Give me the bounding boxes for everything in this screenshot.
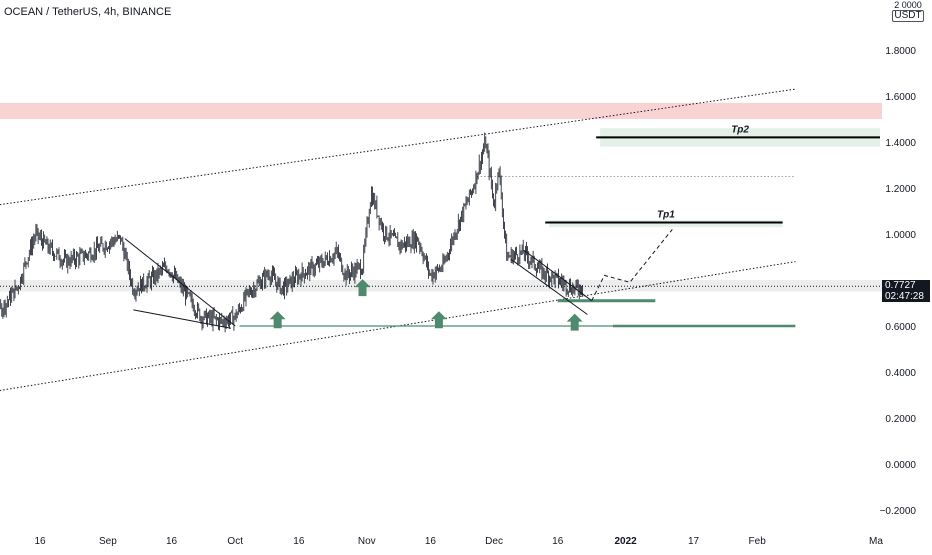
channel-lower-line[interactable] bbox=[0, 261, 796, 395]
y-tick-label: −0.2000 bbox=[880, 506, 917, 517]
x-tick-label: Dec bbox=[485, 536, 503, 547]
up-arrow-icon[interactable] bbox=[269, 311, 286, 329]
x-tick-label: 17 bbox=[688, 536, 700, 547]
current-price-band bbox=[0, 280, 882, 292]
y-tick-label: 1.6000 bbox=[885, 92, 916, 103]
wedge1-upper[interactable] bbox=[124, 238, 236, 327]
unit-label: USDT bbox=[892, 10, 924, 22]
wedge1-lower[interactable] bbox=[133, 309, 232, 329]
symbol-legend: OCEAN / TetherUS, 4h, BINANCE bbox=[4, 6, 172, 18]
x-tick-label: 2022 bbox=[614, 536, 637, 547]
y-tick-label: 1.4000 bbox=[885, 138, 916, 149]
x-tick-label: Sep bbox=[99, 536, 117, 547]
target-label-tp1: Tp1 bbox=[657, 210, 675, 221]
x-tick-label: 16 bbox=[425, 536, 437, 547]
y-tick-label: 1.8000 bbox=[885, 46, 916, 57]
x-tick-label: 16 bbox=[293, 536, 305, 547]
projection-path[interactable] bbox=[591, 229, 673, 301]
x-tick-label: 16 bbox=[552, 536, 564, 547]
y-tick-label: 1.0000 bbox=[885, 230, 916, 241]
y-tick-label: 0.4000 bbox=[885, 368, 916, 379]
x-tick-label: 16 bbox=[166, 536, 178, 547]
currency-unit-label[interactable]: 2 0000 USDT bbox=[892, 0, 924, 22]
up-arrow-icon[interactable] bbox=[354, 279, 371, 297]
wedge2-upper[interactable] bbox=[523, 249, 592, 302]
zones-layer bbox=[0, 102, 882, 292]
up-arrow-icon[interactable] bbox=[566, 313, 583, 331]
drawings-layer: Tp2 Tp1 bbox=[0, 124, 882, 331]
axes-layer: 1.8000 1.6000 1.4000 1.2000 1.0000 0.6000 0.40… bbox=[34, 46, 916, 547]
y-tick-label: 0.2000 bbox=[885, 414, 916, 425]
y-tick-label: 1.2000 bbox=[885, 184, 916, 195]
up-arrow-icon[interactable] bbox=[430, 311, 447, 329]
x-tick-label: Feb bbox=[749, 536, 767, 547]
channel-layer bbox=[0, 88, 796, 395]
y-tick-label: 0.0000 bbox=[885, 460, 916, 471]
target-zone-tp1[interactable] bbox=[549, 220, 783, 228]
x-tick-label: Nov bbox=[358, 536, 376, 547]
y-tick-label: 0.6000 bbox=[885, 322, 916, 333]
channel-upper-line[interactable] bbox=[0, 88, 796, 209]
countdown-tag: 02:47:28 bbox=[882, 291, 930, 303]
x-tick-label: 16 bbox=[34, 536, 46, 547]
last-price-tag: 0.7727 bbox=[882, 280, 930, 292]
x-tick-label: Ma bbox=[869, 536, 883, 547]
unit-label-top: 2 0000 bbox=[894, 0, 922, 10]
wedge2-lower[interactable] bbox=[510, 258, 588, 315]
x-tick-label: Oct bbox=[227, 536, 243, 547]
target-label-tp2: Tp2 bbox=[731, 124, 749, 135]
resistance-zone[interactable] bbox=[0, 102, 882, 119]
